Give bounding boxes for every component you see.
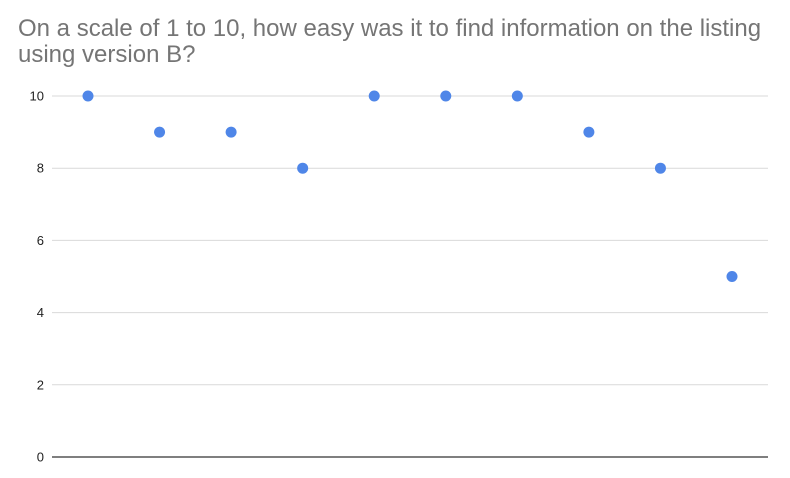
data-point (225, 126, 237, 138)
data-point (511, 90, 523, 102)
gridlines (52, 95, 768, 386)
data-point (154, 126, 166, 138)
data-point (726, 271, 738, 282)
data-point (297, 162, 309, 174)
y-tick-label: 8 (37, 161, 44, 176)
data-point (440, 90, 452, 102)
y-tick-label: 10 (30, 89, 44, 104)
data-points (82, 90, 738, 282)
data-point (368, 90, 380, 102)
y-tick-label: 0 (37, 450, 44, 465)
data-point (82, 90, 94, 102)
y-tick-label: 4 (37, 305, 44, 320)
data-point (654, 162, 666, 174)
y-tick-label: 6 (37, 233, 44, 248)
y-axis-ticks: 0 2 4 6 8 10 (30, 89, 44, 465)
y-tick-label: 2 (37, 377, 44, 392)
data-point (583, 126, 595, 138)
chart-title: On a scale of 1 to 10, how easy was it t… (18, 15, 762, 68)
